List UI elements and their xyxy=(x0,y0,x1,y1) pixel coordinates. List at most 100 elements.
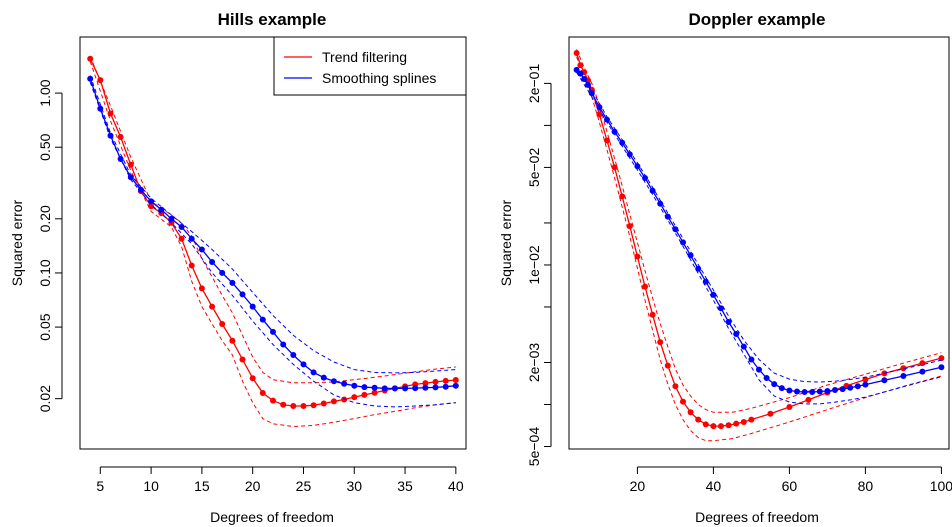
hills-x-tick-label: 10 xyxy=(143,478,159,494)
hills-data-point xyxy=(341,396,348,403)
hills-data-point xyxy=(320,400,327,407)
doppler-plot-frame xyxy=(568,36,950,450)
hills-data-point xyxy=(280,401,287,408)
hills-data-point xyxy=(361,384,368,391)
doppler-data-point xyxy=(794,388,800,395)
hills-data-point xyxy=(290,352,297,358)
doppler-data-point xyxy=(611,164,618,171)
hills-data-point xyxy=(198,285,205,292)
hills-data-point xyxy=(219,321,226,327)
doppler-data-point xyxy=(649,311,656,318)
hills-legend: Trend filtering Smoothing splines xyxy=(273,36,467,96)
doppler-data-point xyxy=(900,365,907,372)
hills-series-line-3 xyxy=(89,78,456,390)
doppler-data-point xyxy=(824,388,831,394)
hills-series-line-2 xyxy=(89,61,456,428)
doppler-data-point xyxy=(832,387,838,393)
hills-data-point xyxy=(249,375,256,382)
hills-plot-frame xyxy=(79,36,467,450)
hills-data-point xyxy=(310,369,317,376)
doppler-axes: 20 40 60 80 100 5e−04 2e−03 1e−02 5e−02 2e−01 xyxy=(526,64,952,494)
hills-y-tick-label: 0.50 xyxy=(37,133,53,160)
hills-x-axis-label: Degrees of freedom xyxy=(210,509,334,525)
hills-y-tick-label: 0.10 xyxy=(37,259,53,286)
doppler-data-point xyxy=(649,187,656,194)
hills-data-point xyxy=(341,380,348,387)
doppler-y-tick-label: 2e−03 xyxy=(526,343,542,383)
doppler-series-line-2 xyxy=(576,56,942,442)
hills-plot-marks xyxy=(87,55,459,428)
doppler-data-point xyxy=(672,383,679,390)
hills-data-point xyxy=(330,378,337,385)
doppler-data-point xyxy=(718,423,724,430)
hills-data-point xyxy=(280,341,287,348)
hills-data-point xyxy=(412,385,419,392)
doppler-plot-marks xyxy=(573,49,945,442)
hills-data-point xyxy=(432,378,439,385)
hills-data-point xyxy=(310,402,317,409)
doppler-data-point xyxy=(710,291,717,298)
hills-series-line-5 xyxy=(89,82,456,408)
doppler-data-point xyxy=(687,409,694,416)
doppler-data-point xyxy=(756,366,762,373)
hills-data-point xyxy=(351,394,358,401)
hills-data-point xyxy=(229,279,236,286)
hills-data-point xyxy=(209,303,216,310)
hills-data-point xyxy=(219,269,226,276)
hills-chart-panel: Hills example 5 10 15 20 25 30 35 40 0.02 0.05 0.1… xyxy=(9,10,467,525)
hills-data-point xyxy=(371,384,378,391)
doppler-data-point xyxy=(748,356,755,363)
doppler-data-point xyxy=(748,416,755,423)
doppler-data-point xyxy=(657,339,664,346)
doppler-data-point xyxy=(702,278,709,285)
hills-y-tick-label: 0.20 xyxy=(37,205,53,232)
doppler-chart-title: Doppler example xyxy=(689,10,826,29)
hills-data-point xyxy=(239,356,246,363)
doppler-y-tick-label: 5e−02 xyxy=(526,148,542,188)
doppler-data-point xyxy=(801,389,808,395)
hills-data-point xyxy=(259,390,266,396)
hills-x-tick-label: 20 xyxy=(245,478,261,494)
hills-x-tick-label: 30 xyxy=(346,478,362,494)
hills-data-point xyxy=(270,397,276,404)
doppler-data-point xyxy=(634,163,641,170)
hills-data-point xyxy=(87,75,94,82)
doppler-data-point xyxy=(862,376,869,383)
doppler-data-point xyxy=(626,151,633,158)
hills-series-line-1 xyxy=(89,56,456,384)
hills-data-point xyxy=(178,224,185,230)
doppler-series-line-5 xyxy=(576,72,942,405)
hills-data-point xyxy=(391,385,398,392)
doppler-y-tick-label: 2e−01 xyxy=(526,64,542,104)
hills-data-point xyxy=(249,303,256,310)
hills-series-line-0 xyxy=(89,58,456,407)
doppler-data-point xyxy=(771,381,778,388)
doppler-data-point xyxy=(695,416,702,423)
doppler-data-point xyxy=(680,398,686,405)
doppler-data-point xyxy=(786,387,793,394)
hills-y-tick-label: 1.00 xyxy=(37,79,53,106)
doppler-data-point xyxy=(854,383,861,390)
doppler-x-axis-label: Degrees of freedom xyxy=(695,509,819,525)
hills-data-point xyxy=(361,391,368,398)
hills-y-tick-label: 0.02 xyxy=(37,385,53,412)
doppler-data-point xyxy=(619,193,626,200)
doppler-data-point xyxy=(702,421,709,428)
doppler-series-line-0 xyxy=(575,52,942,427)
doppler-data-point xyxy=(634,253,641,260)
doppler-x-tick-label: 20 xyxy=(630,478,646,494)
hills-data-point xyxy=(168,215,175,222)
doppler-data-point xyxy=(938,364,945,371)
doppler-data-point xyxy=(573,50,580,56)
hills-data-point xyxy=(97,77,104,84)
doppler-data-point xyxy=(626,223,633,230)
hills-data-point xyxy=(239,291,246,298)
hills-data-point xyxy=(432,384,439,391)
doppler-data-point xyxy=(919,368,926,375)
hills-x-tick-label: 15 xyxy=(194,478,210,494)
doppler-data-point xyxy=(862,381,869,388)
doppler-x-tick-label: 80 xyxy=(858,478,874,494)
hills-data-point xyxy=(198,246,205,253)
hills-data-point xyxy=(422,384,429,391)
